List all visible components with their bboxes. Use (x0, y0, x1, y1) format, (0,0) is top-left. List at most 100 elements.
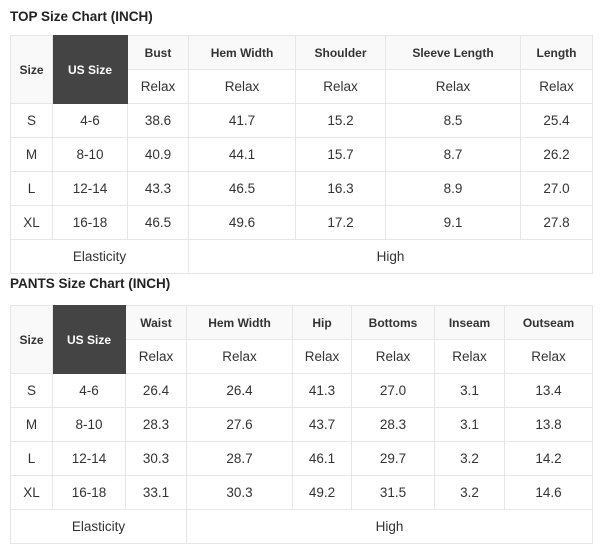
value-cell: 26.2 (520, 137, 593, 172)
value-cell: 30.3 (186, 475, 293, 510)
header-row: Size US Size Waist Hem Width Hip Bottoms Insea… (10, 305, 593, 374)
value-cell: 3.2 (434, 441, 505, 476)
value-cell: 14.2 (504, 441, 593, 476)
fit-cell: Relax (295, 69, 386, 104)
value-cell: 28.7 (186, 441, 293, 476)
pants-size-table: Size US Size Waist Hem Width Hip Bottoms Insea… (10, 305, 593, 544)
fit-cell: Relax (186, 339, 293, 374)
value-cell: 29.7 (351, 441, 435, 476)
elasticity-label: Elasticity (10, 239, 189, 274)
column-header: Shoulder (295, 35, 386, 70)
elasticity-row: Elasticity High (10, 509, 593, 544)
column-header: Hem Width (188, 35, 296, 70)
value-cell: 15.2 (295, 103, 386, 138)
us-size-cell: 12-14 (52, 441, 126, 476)
value-cell: 27.6 (186, 407, 293, 442)
us-size-cell: 8-10 (52, 137, 128, 172)
header-row: Size US Size Bust Hem Width Shoulder Sleeve L… (10, 35, 593, 104)
column-header: Sleeve Length (385, 35, 521, 70)
value-cell: 44.1 (188, 137, 296, 172)
column-header: Inseam (434, 305, 505, 340)
column-header: Hip (292, 305, 352, 340)
pants-chart-title: PANTS Size Chart (INCH) (10, 276, 171, 291)
size-cell: M (10, 407, 53, 442)
value-cell: 27.0 (351, 373, 435, 408)
fit-cell: Relax (125, 339, 187, 374)
value-cell: 38.6 (127, 103, 189, 138)
value-cell: 33.1 (125, 475, 187, 510)
elasticity-value: High (186, 509, 593, 544)
table-row: M 8-10 40.9 44.1 15.7 8.7 26.2 (10, 137, 593, 172)
us-size-cell: 4-6 (52, 373, 126, 408)
size-cell: L (10, 171, 53, 206)
size-header: Size (10, 305, 53, 374)
column-header: Outseam (504, 305, 593, 340)
fit-cell: Relax (385, 69, 521, 104)
column-header: Bottoms (351, 305, 435, 340)
size-cell: L (10, 441, 53, 476)
size-cell: M (10, 137, 53, 172)
elasticity-label: Elasticity (10, 509, 187, 544)
value-cell: 17.2 (295, 205, 386, 240)
value-cell: 43.7 (292, 407, 352, 442)
table-row: S 4-6 26.4 26.4 41.3 27.0 3.1 13.4 (10, 373, 593, 408)
fit-row: Relax Relax Relax Relax Relax (11, 69, 593, 104)
size-header: Size (10, 35, 53, 104)
value-cell: 26.4 (186, 373, 293, 408)
table-row: XL 16-18 33.1 30.3 49.2 31.5 3.2 14.6 (10, 475, 593, 510)
value-cell: 3.1 (434, 407, 505, 442)
value-cell: 3.1 (434, 373, 505, 408)
us-size-cell: 8-10 (52, 407, 126, 442)
us-size-cell: 12-14 (52, 171, 128, 206)
value-cell: 8.5 (385, 103, 521, 138)
value-cell: 40.9 (127, 137, 189, 172)
us-size-header: US Size (52, 305, 126, 374)
us-size-header: US Size (52, 35, 128, 104)
table-row: XL 16-18 46.5 49.6 17.2 9.1 27.8 (10, 205, 593, 240)
value-cell: 16.3 (295, 171, 386, 206)
value-cell: 28.3 (125, 407, 187, 442)
fit-cell: Relax (188, 69, 296, 104)
value-cell: 46.5 (127, 205, 189, 240)
column-header: Waist (125, 305, 187, 340)
value-cell: 3.2 (434, 475, 505, 510)
value-cell: 41.3 (292, 373, 352, 408)
top-size-table: Size US Size Bust Hem Width Shoulder Sleeve L… (10, 35, 593, 274)
value-cell: 8.9 (385, 171, 521, 206)
value-cell: 41.7 (188, 103, 296, 138)
value-cell: 43.3 (127, 171, 189, 206)
value-cell: 13.4 (504, 373, 593, 408)
fit-row: Relax Relax Relax Relax Relax Relax (11, 339, 593, 374)
column-header: Bust (127, 35, 189, 70)
value-cell: 14.6 (504, 475, 593, 510)
us-size-cell: 16-18 (52, 475, 126, 510)
column-header: Hem Width (186, 305, 293, 340)
fit-cell: Relax (292, 339, 352, 374)
value-cell: 49.6 (188, 205, 296, 240)
table-row: M 8-10 28.3 27.6 43.7 28.3 3.1 13.8 (10, 407, 593, 442)
value-cell: 13.8 (504, 407, 593, 442)
top-chart-title: TOP Size Chart (INCH) (10, 9, 153, 24)
table-row: S 4-6 38.6 41.7 15.2 8.5 25.4 (10, 103, 593, 138)
column-header: Length (520, 35, 593, 70)
value-cell: 30.3 (125, 441, 187, 476)
value-cell: 31.5 (351, 475, 435, 510)
size-cell: XL (10, 205, 53, 240)
value-cell: 46.5 (188, 171, 296, 206)
value-cell: 49.2 (292, 475, 352, 510)
size-cell: S (10, 373, 53, 408)
fit-cell: Relax (504, 339, 593, 374)
value-cell: 28.3 (351, 407, 435, 442)
us-size-cell: 16-18 (52, 205, 128, 240)
size-cell: S (10, 103, 53, 138)
value-cell: 46.1 (292, 441, 352, 476)
fit-cell: Relax (351, 339, 435, 374)
value-cell: 15.7 (295, 137, 386, 172)
fit-cell: Relax (127, 69, 189, 104)
value-cell: 25.4 (520, 103, 593, 138)
table-row: L 12-14 43.3 46.5 16.3 8.9 27.0 (10, 171, 593, 206)
us-size-cell: 4-6 (52, 103, 128, 138)
value-cell: 26.4 (125, 373, 187, 408)
fit-cell: Relax (520, 69, 593, 104)
value-cell: 8.7 (385, 137, 521, 172)
